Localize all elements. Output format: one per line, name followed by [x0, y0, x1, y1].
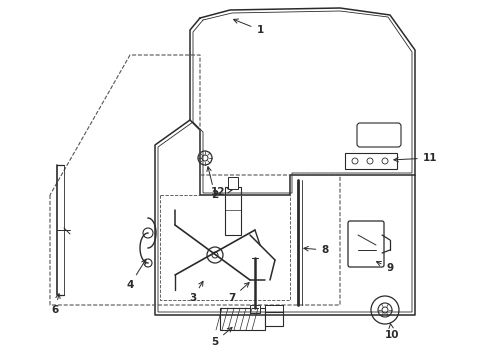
Bar — [228, 177, 238, 189]
Text: 6: 6 — [51, 294, 60, 315]
Bar — [225, 187, 241, 235]
Text: 5: 5 — [211, 328, 232, 347]
Bar — [265, 312, 283, 326]
Text: 10: 10 — [385, 324, 399, 340]
Text: 9: 9 — [376, 261, 393, 273]
Text: 12: 12 — [211, 187, 232, 197]
Text: 1: 1 — [234, 19, 264, 35]
FancyBboxPatch shape — [357, 123, 401, 147]
Text: 2: 2 — [207, 167, 219, 200]
FancyBboxPatch shape — [348, 221, 384, 267]
Text: 8: 8 — [304, 245, 329, 255]
Bar — [220, 308, 265, 330]
Bar — [345, 153, 397, 169]
Text: 3: 3 — [189, 281, 203, 303]
Text: 4: 4 — [126, 259, 146, 290]
Bar — [250, 305, 260, 313]
Text: 11: 11 — [394, 153, 437, 163]
Text: 7: 7 — [228, 283, 249, 303]
